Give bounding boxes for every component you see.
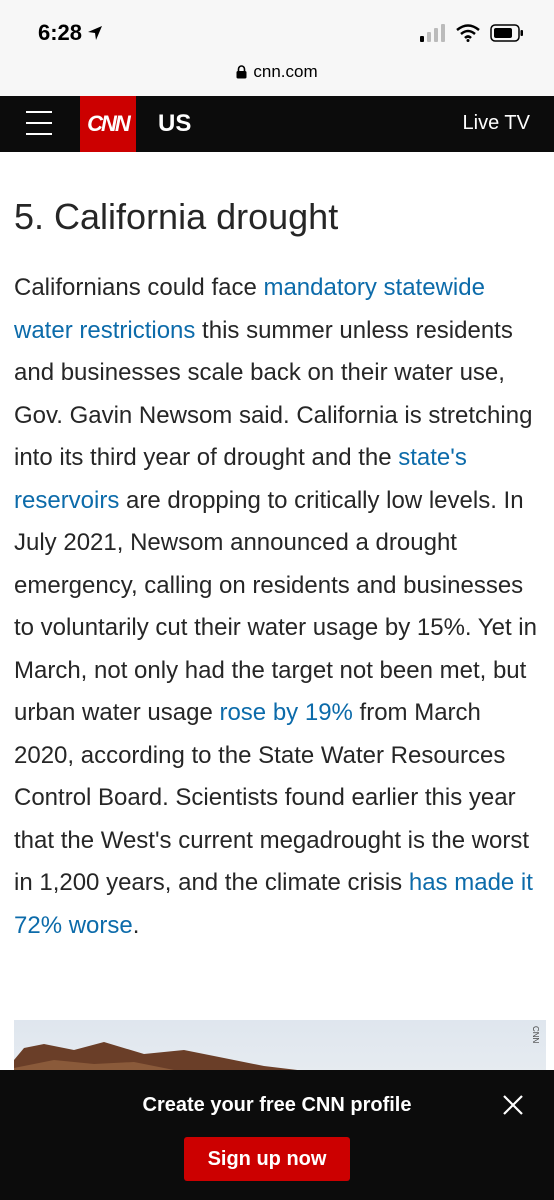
article-subheadline: 5. California drought [14, 196, 339, 237]
live-tv-link[interactable]: Live TV [462, 112, 530, 134]
article-paragraph: Californians could face mandatory statew… [14, 267, 544, 947]
article-text: this summer unless residents and busines… [14, 316, 533, 472]
image-credit: CNN [531, 1026, 540, 1044]
sign-up-button[interactable]: Sign up now [184, 1137, 350, 1181]
article-text: from March 2020, according to the State … [14, 699, 530, 896]
article-text: Californians could face [14, 274, 264, 301]
address-bar[interactable]: cnn.com [0, 62, 554, 96]
time-text: 6:28 [38, 20, 83, 45]
article-link[interactable]: has made it 72% worse [14, 869, 533, 939]
banner-title: Create your free CNN profile [142, 1094, 412, 1116]
status-icons [420, 24, 524, 42]
article-link[interactable]: state's reservoirs [14, 444, 467, 514]
url-text[interactable]: cnn.com [253, 62, 318, 81]
section-label[interactable]: US [158, 110, 192, 137]
lock-icon [236, 65, 247, 79]
cellular-signal-icon [420, 24, 445, 42]
close-icon[interactable] [500, 1092, 526, 1118]
cnn-logo[interactable]: CNN [80, 96, 136, 152]
article-link[interactable]: rose by 19% [219, 699, 353, 726]
battery-icon [490, 24, 523, 42]
article-link[interactable]: mandatory statewide water restrictions [14, 274, 485, 344]
article-text: . [132, 911, 140, 939]
location-arrow-icon [88, 26, 103, 40]
wifi-icon [456, 24, 480, 42]
menu-icon[interactable] [26, 111, 52, 137]
status-time: 6:28 [38, 20, 103, 46]
article-text: are dropping to critically low levels. I… [14, 486, 537, 727]
